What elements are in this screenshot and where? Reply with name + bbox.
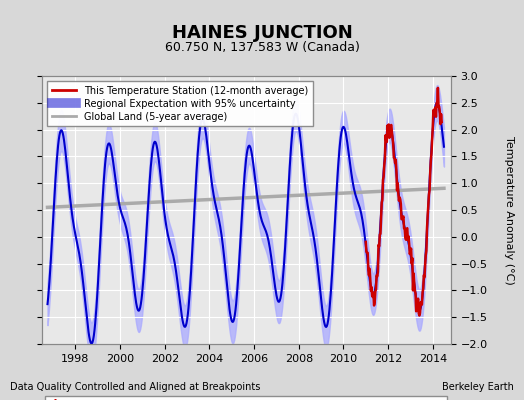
Text: HAINES JUNCTION: HAINES JUNCTION xyxy=(172,24,352,42)
Text: Data Quality Controlled and Aligned at Breakpoints: Data Quality Controlled and Aligned at B… xyxy=(10,382,261,392)
Y-axis label: Temperature Anomaly (°C): Temperature Anomaly (°C) xyxy=(504,136,514,284)
Legend: Station Move, Record Gap, Time of Obs. Change, Empirical Break: Station Move, Record Gap, Time of Obs. C… xyxy=(45,396,447,400)
Text: 60.750 N, 137.583 W (Canada): 60.750 N, 137.583 W (Canada) xyxy=(165,41,359,54)
Text: Berkeley Earth: Berkeley Earth xyxy=(442,382,514,392)
